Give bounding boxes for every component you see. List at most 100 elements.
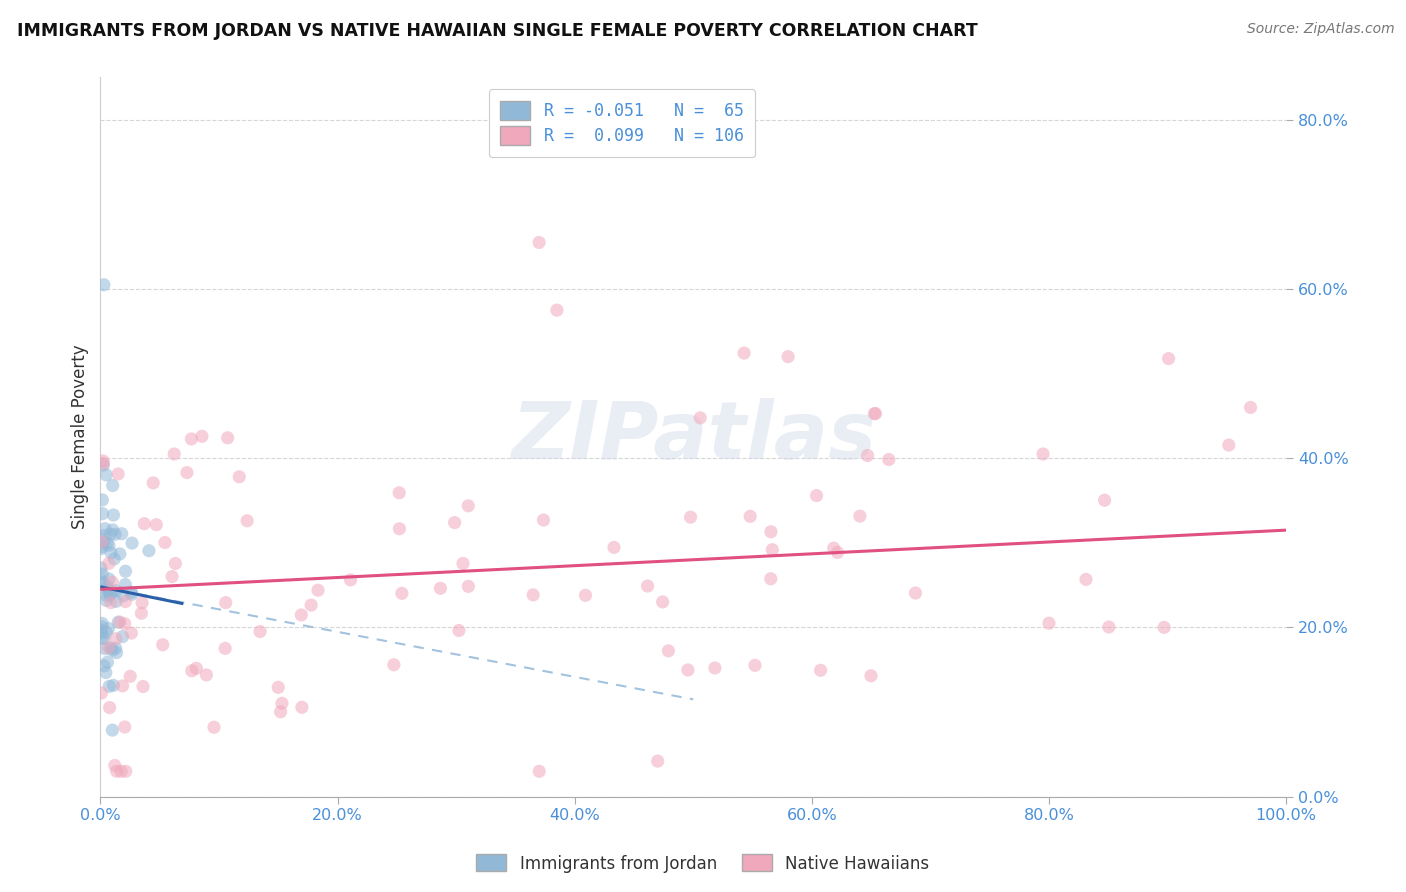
Point <box>93 658 115 673</box>
Point <box>101 575 124 590</box>
Y-axis label: Single Female Poverty: Single Female Poverty <box>72 344 89 529</box>
Text: Source: ZipAtlas.com: Source: ZipAtlas.com <box>1247 22 1395 37</box>
Point <box>1218 438 1240 452</box>
Point <box>93 277 115 292</box>
Point <box>761 542 783 557</box>
Point <box>733 346 755 360</box>
Point <box>104 527 127 541</box>
Point <box>100 546 122 560</box>
Point <box>111 526 134 541</box>
Point <box>91 616 114 631</box>
Point <box>100 587 122 601</box>
Point <box>111 630 134 644</box>
Point <box>202 720 225 734</box>
Point <box>104 632 127 646</box>
Point <box>451 557 474 571</box>
Point <box>863 407 886 421</box>
Point <box>94 641 117 656</box>
Point <box>96 467 118 482</box>
Point <box>290 607 312 622</box>
Legend: R = -0.051   N =  65, R =  0.099   N = 106: R = -0.051 N = 65, R = 0.099 N = 106 <box>489 89 755 157</box>
Point <box>112 589 135 603</box>
Point <box>93 456 115 470</box>
Point <box>249 624 271 639</box>
Point <box>90 561 112 575</box>
Point <box>744 658 766 673</box>
Point <box>176 466 198 480</box>
Point <box>108 547 131 561</box>
Point <box>121 536 143 550</box>
Point <box>1153 620 1175 634</box>
Point <box>96 583 118 598</box>
Point <box>806 489 828 503</box>
Point <box>676 663 699 677</box>
Point <box>103 678 125 692</box>
Point <box>689 410 711 425</box>
Point <box>145 517 167 532</box>
Point <box>91 507 114 521</box>
Point <box>236 514 259 528</box>
Point <box>101 478 124 492</box>
Point <box>90 620 112 634</box>
Point <box>142 475 165 490</box>
Point <box>91 540 114 554</box>
Point <box>98 679 121 693</box>
Legend: Immigrants from Jordan, Native Hawaiians: Immigrants from Jordan, Native Hawaiians <box>470 847 936 880</box>
Point <box>101 723 124 737</box>
Point <box>91 492 114 507</box>
Point <box>120 669 142 683</box>
Point <box>90 534 112 549</box>
Point <box>107 467 129 481</box>
Point <box>91 566 114 581</box>
Point <box>827 545 849 559</box>
Point <box>546 303 568 318</box>
Point <box>100 527 122 541</box>
Point <box>91 458 114 472</box>
Point <box>153 535 176 549</box>
Point <box>267 681 290 695</box>
Point <box>759 572 782 586</box>
Text: IMMIGRANTS FROM JORDAN VS NATIVE HAWAIIAN SINGLE FEMALE POVERTY CORRELATION CHAR: IMMIGRANTS FROM JORDAN VS NATIVE HAWAIIA… <box>17 22 977 40</box>
Point <box>96 593 118 607</box>
Point <box>103 508 125 522</box>
Point <box>101 523 124 537</box>
Point <box>388 522 411 536</box>
Point <box>382 657 405 672</box>
Point <box>637 579 659 593</box>
Point <box>877 452 900 467</box>
Point <box>1157 351 1180 366</box>
Point <box>114 564 136 578</box>
Point <box>522 588 544 602</box>
Point <box>91 631 114 645</box>
Point <box>603 541 626 555</box>
Point <box>101 643 124 657</box>
Point <box>163 447 186 461</box>
Point <box>810 663 832 677</box>
Point <box>110 764 132 779</box>
Point <box>90 574 112 588</box>
Point <box>152 638 174 652</box>
Point <box>96 536 118 550</box>
Point <box>93 632 115 646</box>
Point <box>100 596 122 610</box>
Point <box>859 669 882 683</box>
Point <box>1038 616 1060 631</box>
Point <box>1074 573 1097 587</box>
Point <box>111 679 134 693</box>
Point <box>904 586 927 600</box>
Point <box>214 641 236 656</box>
Point <box>97 557 120 571</box>
Point <box>97 622 120 636</box>
Point <box>457 579 479 593</box>
Point <box>94 522 117 536</box>
Point <box>1098 620 1121 634</box>
Point <box>228 470 250 484</box>
Point <box>856 449 879 463</box>
Point <box>105 646 128 660</box>
Point <box>647 754 669 768</box>
Point <box>1094 493 1116 508</box>
Point <box>195 668 218 682</box>
Point <box>91 575 114 590</box>
Point <box>865 407 887 421</box>
Point <box>97 640 120 655</box>
